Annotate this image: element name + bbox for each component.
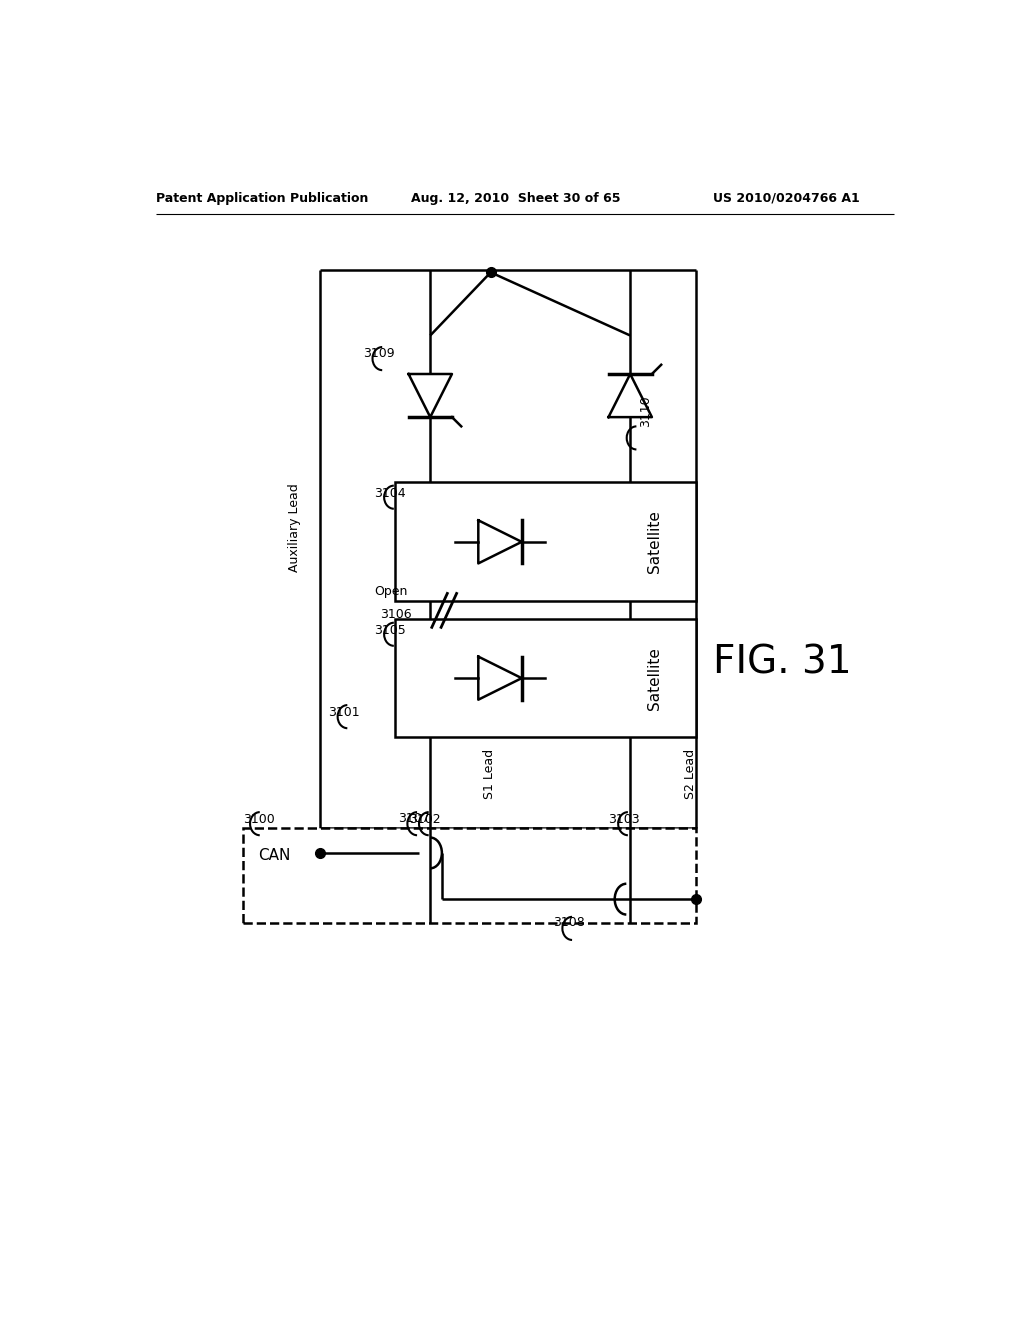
- Text: 3105: 3105: [375, 624, 407, 638]
- Polygon shape: [409, 374, 452, 417]
- Text: S2 Lead: S2 Lead: [684, 750, 697, 800]
- Text: 3102: 3102: [410, 813, 441, 825]
- Text: Auxiliary Lead: Auxiliary Lead: [288, 483, 301, 573]
- Text: S1 Lead: S1 Lead: [483, 750, 496, 800]
- Polygon shape: [478, 656, 521, 700]
- Text: 3104: 3104: [375, 487, 407, 500]
- Text: 3110: 3110: [640, 395, 652, 426]
- Polygon shape: [478, 520, 521, 564]
- Text: 3109: 3109: [362, 347, 394, 360]
- Text: Aug. 12, 2010  Sheet 30 of 65: Aug. 12, 2010 Sheet 30 of 65: [411, 191, 621, 205]
- Text: FIG. 31: FIG. 31: [713, 644, 852, 681]
- Bar: [395, 619, 696, 738]
- Text: CAN: CAN: [258, 847, 291, 863]
- Text: 3106: 3106: [380, 607, 412, 620]
- Text: Satellite: Satellite: [647, 647, 663, 710]
- Text: 3103: 3103: [608, 813, 640, 825]
- Text: Open: Open: [375, 585, 408, 598]
- Polygon shape: [608, 374, 652, 417]
- Text: Patent Application Publication: Patent Application Publication: [156, 191, 369, 205]
- Text: US 2010/0204766 A1: US 2010/0204766 A1: [713, 191, 860, 205]
- Bar: [395, 482, 696, 601]
- Text: 3108: 3108: [553, 916, 585, 929]
- Text: 3107: 3107: [397, 812, 429, 825]
- Text: 3101: 3101: [328, 706, 359, 719]
- Text: Satellite: Satellite: [647, 511, 663, 573]
- Bar: [243, 829, 696, 923]
- Text: 3100: 3100: [243, 813, 274, 825]
